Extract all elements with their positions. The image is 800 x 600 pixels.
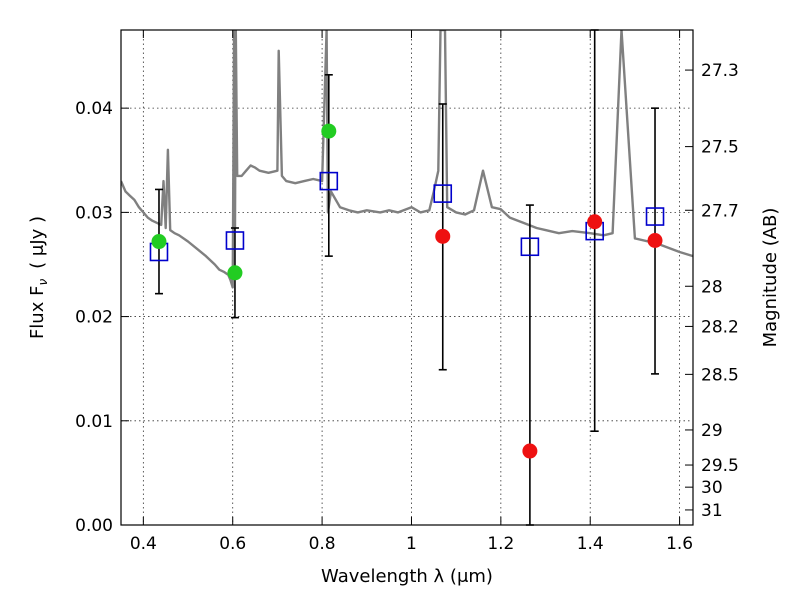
y-axis-title-subscript: ν bbox=[36, 279, 50, 286]
y-tick-label: 0.01 bbox=[75, 412, 113, 432]
right-tick-label: 27.3 bbox=[701, 61, 739, 81]
x-tick-label: 1.2 bbox=[487, 534, 514, 554]
model-box bbox=[433, 184, 453, 203]
x-tick-label: 0.8 bbox=[309, 534, 336, 554]
axis-ticks bbox=[121, 30, 693, 526]
y-tick-label: 0.00 bbox=[75, 516, 113, 536]
model-box bbox=[319, 171, 339, 191]
model-box bbox=[520, 237, 540, 257]
red-point bbox=[647, 233, 663, 249]
right-axis-title: Magnitude (AB) bbox=[760, 208, 781, 348]
model-boxes bbox=[149, 171, 665, 262]
right-tick-label: 28.5 bbox=[701, 365, 739, 385]
y-axis-title: Flux Fν ( μJy ) bbox=[27, 216, 50, 339]
y-tick-label: 0.04 bbox=[75, 99, 113, 119]
x-axis-title: Wavelength λ (μm) bbox=[321, 566, 493, 587]
red-point bbox=[435, 228, 451, 244]
x-tick-label: 1 bbox=[406, 534, 417, 554]
y-tick-label: 0.03 bbox=[75, 203, 113, 223]
grid bbox=[121, 30, 693, 525]
y-axis-title-main: Flux F bbox=[27, 286, 48, 340]
x-tick-label: 0.4 bbox=[130, 534, 157, 554]
plot-frame bbox=[120, 29, 694, 526]
x-tick-label: 1.4 bbox=[577, 534, 604, 554]
x-tick-label: 0.6 bbox=[219, 534, 246, 554]
y-tick-label: 0.02 bbox=[75, 308, 113, 328]
right-tick-label: 30 bbox=[701, 478, 723, 498]
y-axis-title-unit: ( μJy ) bbox=[27, 216, 48, 269]
green-point bbox=[227, 265, 243, 281]
model-box bbox=[225, 231, 245, 250]
right-tick-label: 27.7 bbox=[701, 201, 739, 221]
x-tick-label: 1.6 bbox=[666, 534, 693, 554]
right-tick-label: 29.5 bbox=[701, 456, 739, 476]
red-point bbox=[522, 443, 538, 459]
right-tick-label: 28.2 bbox=[701, 317, 739, 337]
spectrum-line bbox=[121, 30, 693, 289]
data-points bbox=[151, 123, 663, 459]
model-box bbox=[645, 207, 665, 226]
right-tick-label: 28 bbox=[701, 277, 723, 297]
right-tick-label: 31 bbox=[701, 501, 723, 521]
spectrum-series bbox=[121, 30, 693, 289]
green-point bbox=[321, 123, 337, 139]
green-point bbox=[151, 234, 167, 250]
tick-labels: 0.4 0.6 0.8 1 1.2 1.4 1.6 0.00 0.01 0.02 0.03 0.04 2… bbox=[75, 61, 739, 554]
red-point bbox=[587, 214, 603, 230]
right-tick-label: 29 bbox=[701, 421, 723, 441]
right-tick-label: 27.5 bbox=[701, 138, 739, 158]
